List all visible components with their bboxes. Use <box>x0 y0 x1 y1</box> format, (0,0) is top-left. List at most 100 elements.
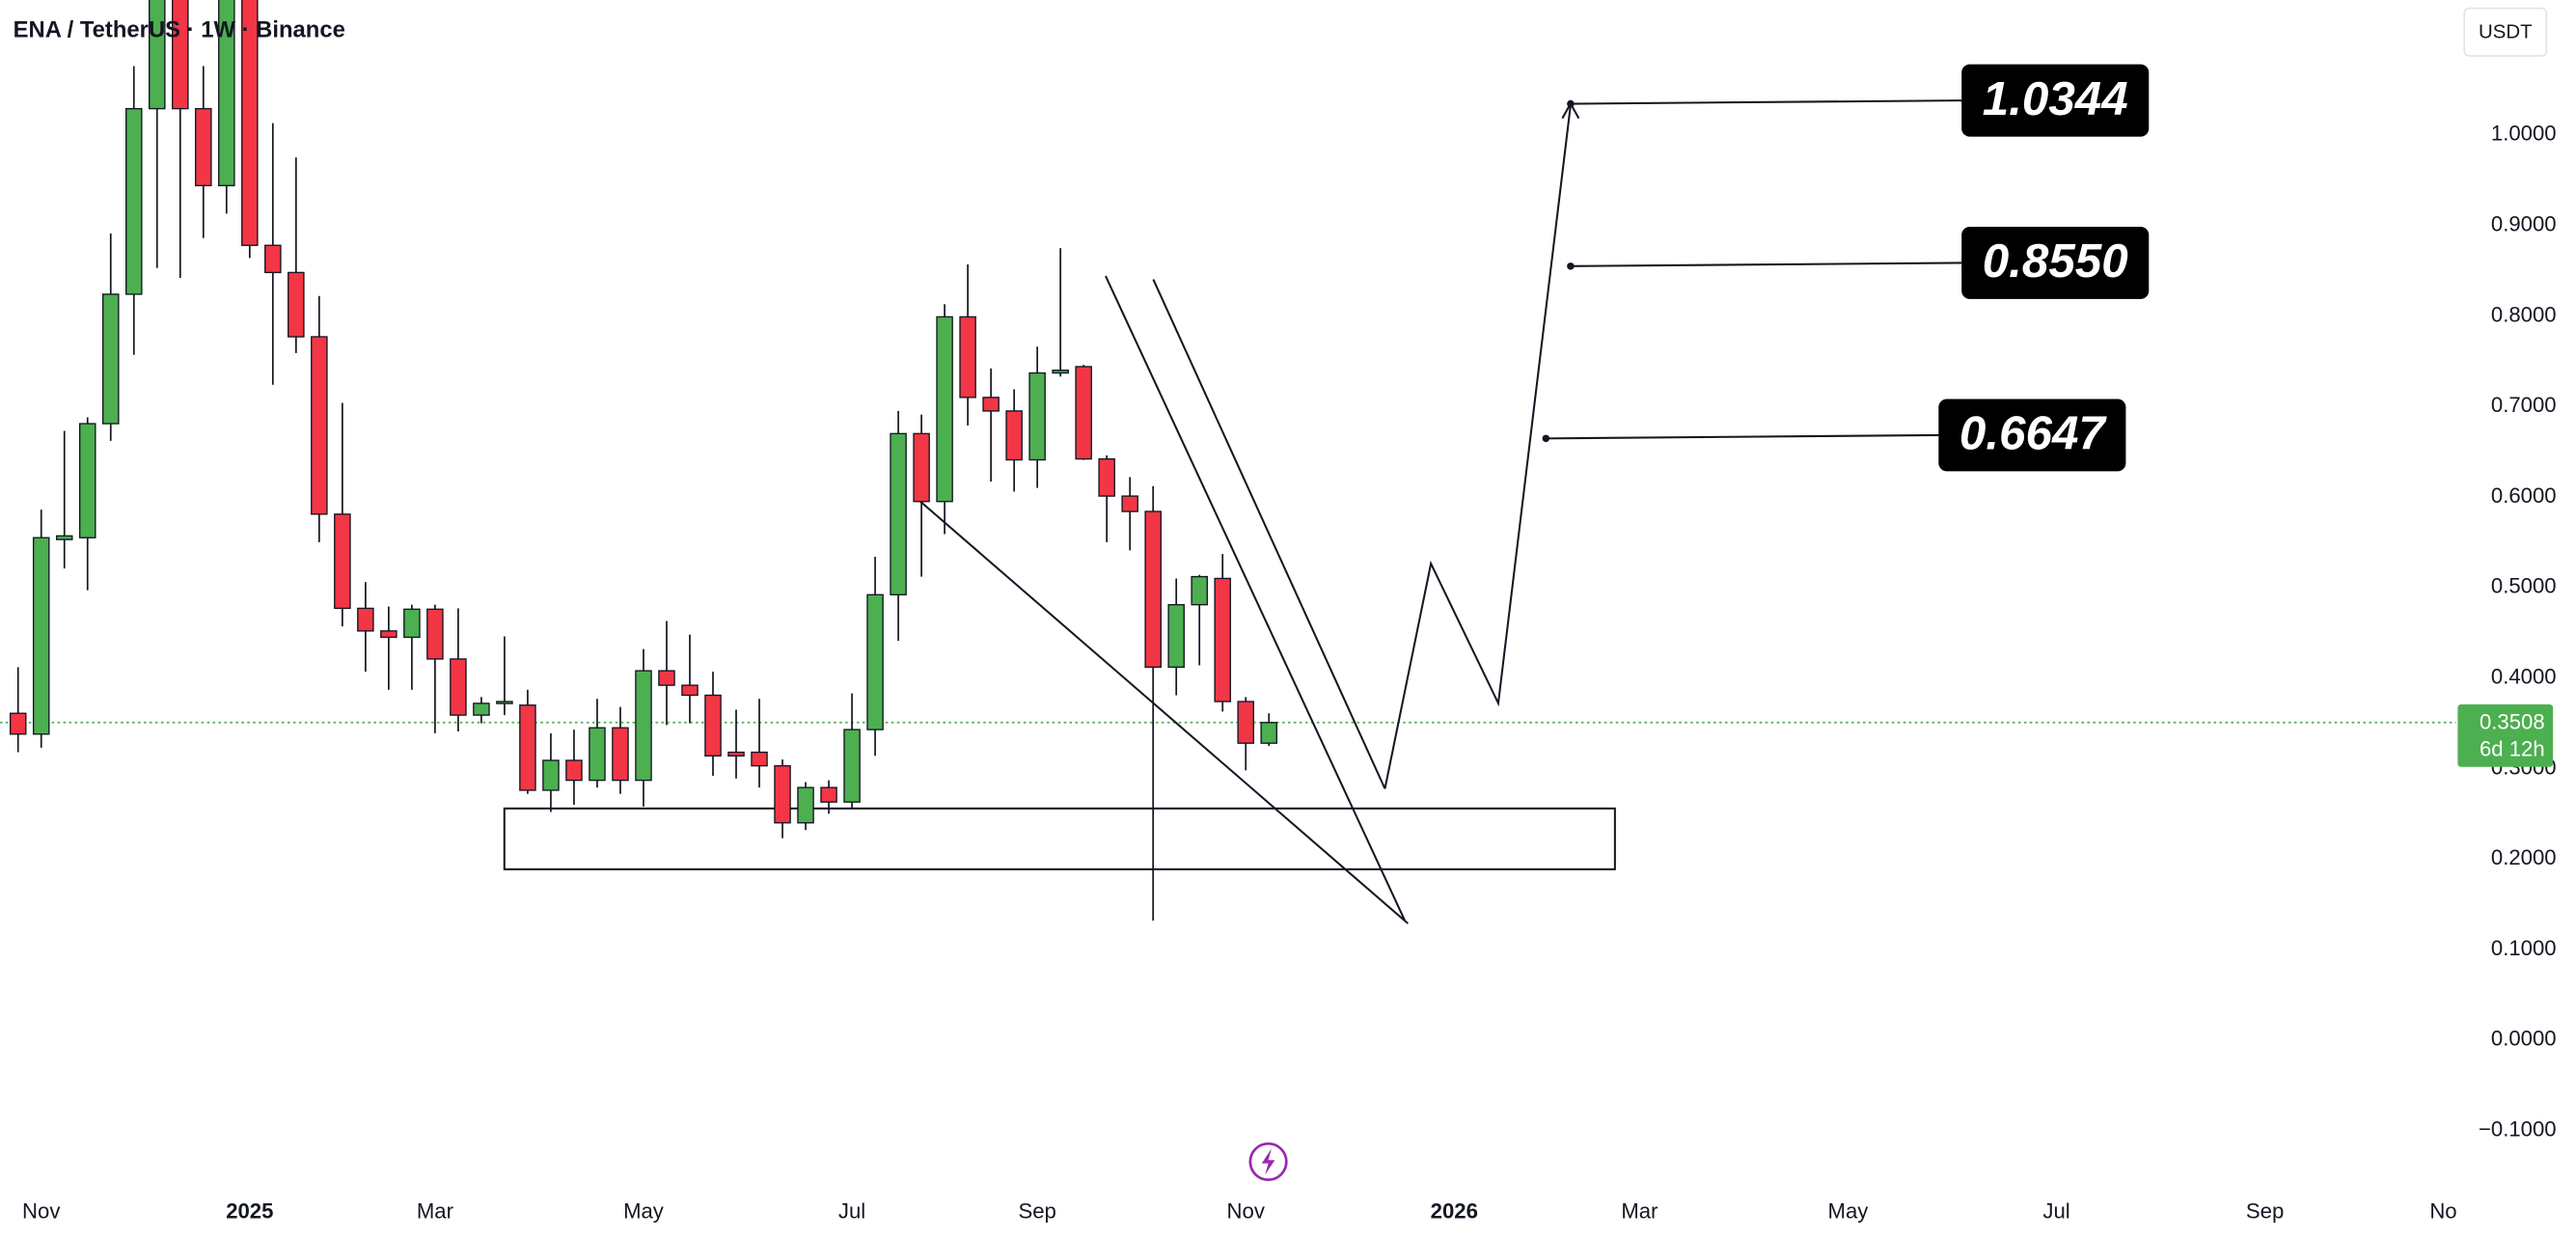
candle-body <box>1098 457 1115 497</box>
candle-body <box>635 670 652 782</box>
candle-body <box>1121 495 1138 512</box>
drawings <box>503 101 1616 924</box>
candle-body <box>264 244 282 274</box>
candle-body <box>334 513 351 610</box>
candle-body <box>473 702 490 716</box>
x-tick-label: Jul <box>2042 1199 2069 1224</box>
unit-label[interactable]: USDT <box>2479 21 2533 42</box>
candle-body <box>1052 370 1069 374</box>
x-tick-label: Mar <box>417 1199 453 1224</box>
candle-body <box>149 0 166 110</box>
candle-body <box>288 271 305 338</box>
x-tick-label: Mar <box>1621 1199 1658 1224</box>
candle-body <box>380 630 397 639</box>
candle-body <box>1144 510 1162 669</box>
candle-body <box>1214 577 1231 702</box>
candle-body <box>959 316 976 399</box>
candle-body <box>32 537 50 735</box>
candle-body <box>1005 410 1023 461</box>
candle-body <box>1167 603 1185 669</box>
target-line <box>1570 99 1962 105</box>
candle-body <box>774 764 791 824</box>
x-tick-label: Nov <box>1227 1199 1265 1224</box>
y-tick-label: −0.1000 <box>2479 1116 2557 1141</box>
candle-body <box>681 684 699 697</box>
target-line <box>1546 433 1939 440</box>
candle-body <box>55 535 73 540</box>
candle-body <box>101 293 120 425</box>
wedge-line <box>1105 275 1406 922</box>
candle-body <box>913 432 930 503</box>
price-tag-value: 0.3508 <box>2480 709 2545 733</box>
price-tag <box>2457 704 2554 767</box>
candle-body <box>658 670 675 686</box>
chart-title: ENA / TetherUS · 1W · Binance <box>14 17 345 43</box>
y-tick-label: 0.6000 <box>2491 483 2557 508</box>
candle-body <box>426 608 444 660</box>
candle-body <box>982 397 1000 412</box>
target-dot <box>1567 99 1575 108</box>
x-tick-label: Sep <box>1018 1199 1055 1224</box>
target-label: 0.6647 <box>1959 407 2108 460</box>
candle-body <box>866 593 884 730</box>
y-tick-label: 0.0000 <box>2491 1027 2557 1051</box>
x-tick-label: Nov <box>22 1199 60 1224</box>
y-tick-label: 0.7000 <box>2491 393 2557 417</box>
grid-layer <box>0 133 2463 1189</box>
trend-line <box>918 500 1409 924</box>
demand-zone <box>503 807 1616 870</box>
candle-body <box>172 0 189 110</box>
candle-body <box>195 107 212 187</box>
candle-body <box>519 704 536 791</box>
candle-body <box>890 432 907 596</box>
target-box <box>1961 64 2150 137</box>
target-line <box>1570 262 1962 267</box>
candle-body <box>565 759 583 782</box>
candle-body <box>9 712 27 735</box>
x-tick-label: 2025 <box>226 1199 273 1224</box>
y-tick-label: 0.2000 <box>2491 845 2557 869</box>
y-tick-label: 1.0000 <box>2491 122 2557 146</box>
target-box <box>1938 399 2126 472</box>
candle-body <box>843 729 861 803</box>
y-tick-label: 0.5000 <box>2491 574 2557 598</box>
candle-body <box>797 786 814 824</box>
target-box <box>1961 226 2150 299</box>
candle-body <box>612 727 629 782</box>
candle-body <box>403 608 421 639</box>
lightning-icon[interactable] <box>1248 1142 1288 1182</box>
candle-body <box>450 658 467 716</box>
wedge-line <box>1152 279 1386 789</box>
candles <box>9 0 1277 922</box>
candle-body <box>751 751 768 767</box>
price-tag-countdown: 6d 12h <box>2480 737 2545 761</box>
x-tick-label: 2026 <box>1431 1199 1478 1224</box>
candle-body <box>241 0 259 246</box>
candle-body <box>1028 372 1046 461</box>
target-label: 1.0344 <box>1983 72 2128 125</box>
x-tick-label: No <box>2429 1199 2456 1224</box>
y-tick-label: 0.9000 <box>2491 211 2557 235</box>
candle-body <box>1191 575 1208 606</box>
candle-body <box>357 607 374 632</box>
target-label: 0.8550 <box>1983 234 2128 288</box>
overlay: −0.10000.00000.10000.20000.30000.40000.5… <box>22 64 2557 1224</box>
projection-path <box>1384 104 1572 789</box>
candle-body <box>727 751 745 757</box>
candle-body <box>311 336 328 515</box>
target-dot <box>1567 262 1575 270</box>
candle-body <box>1260 722 1277 744</box>
y-tick-label: 0.8000 <box>2491 302 2557 326</box>
candle-body <box>78 423 96 538</box>
candle-body <box>1075 366 1092 460</box>
x-tick-label: Jul <box>838 1199 865 1224</box>
unit-box[interactable] <box>2463 7 2548 57</box>
candle-body <box>1237 701 1254 744</box>
candle-body <box>218 0 235 187</box>
x-tick-label: May <box>1828 1199 1870 1224</box>
icon-circle <box>1248 1142 1288 1182</box>
candle-body <box>125 107 143 295</box>
